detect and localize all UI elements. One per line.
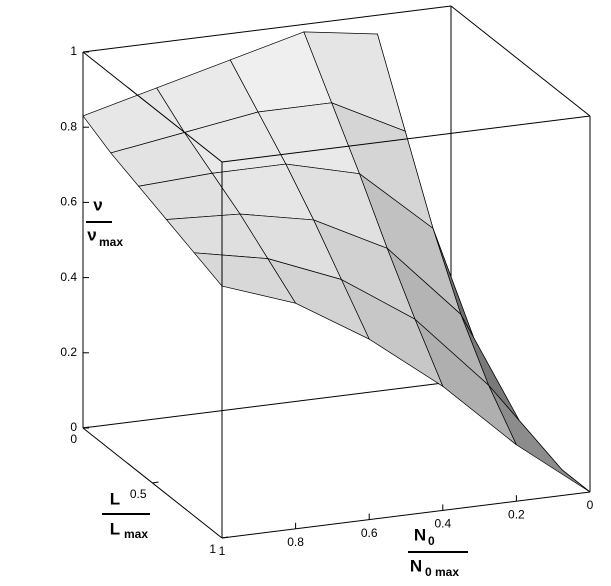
- x-tick-label: 0.4: [434, 517, 451, 531]
- z-label-numerator: ν: [93, 195, 102, 214]
- y-tick-label: 0.5: [130, 487, 147, 501]
- box-edge: [82, 381, 452, 429]
- box-edge: [82, 51, 223, 163]
- z-axis-label: ν ν max: [86, 195, 123, 249]
- z-tick-label: 0.4: [60, 270, 77, 284]
- box-edge: [450, 5, 591, 117]
- x-axis-label: N 0 N 0 max: [408, 525, 468, 579]
- box-edge: [82, 5, 452, 53]
- y-axis-label: L L max: [102, 489, 150, 541]
- x-tick-label: 0.6: [361, 526, 378, 540]
- y-label-numerator: L: [110, 489, 120, 508]
- y-tick-label: 0: [70, 432, 77, 446]
- x-label-numerator-subscript: 0: [428, 534, 435, 548]
- z-tick-label: 0.2: [60, 345, 77, 359]
- x-label-numerator: N: [414, 525, 426, 544]
- y-tick: [221, 536, 229, 539]
- z-label-subscript: max: [99, 235, 123, 249]
- z-label-denominator: ν: [87, 225, 96, 244]
- x-tick-label: 0: [587, 498, 594, 512]
- z-tick-label: 0: [70, 420, 77, 434]
- box-edge: [221, 491, 591, 539]
- y-tick: [82, 426, 90, 429]
- box-edge: [221, 115, 591, 163]
- x-tick-label: 0.2: [508, 507, 525, 521]
- z-tick-label: 0.6: [60, 195, 77, 209]
- y-label-subscript: max: [124, 527, 148, 541]
- x-label-denominator-subscript: 0 max: [425, 565, 459, 579]
- y-tick: [152, 481, 159, 484]
- x-tick-label: 0.8: [287, 535, 304, 549]
- y-label-denominator: L: [110, 519, 120, 538]
- x-tick-label: 1: [219, 544, 226, 558]
- x-label-denominator: N: [410, 556, 422, 575]
- z-tick-label: 1: [70, 44, 77, 58]
- z-tick-label: 0.8: [60, 119, 77, 133]
- y-tick-label: 1: [209, 542, 216, 556]
